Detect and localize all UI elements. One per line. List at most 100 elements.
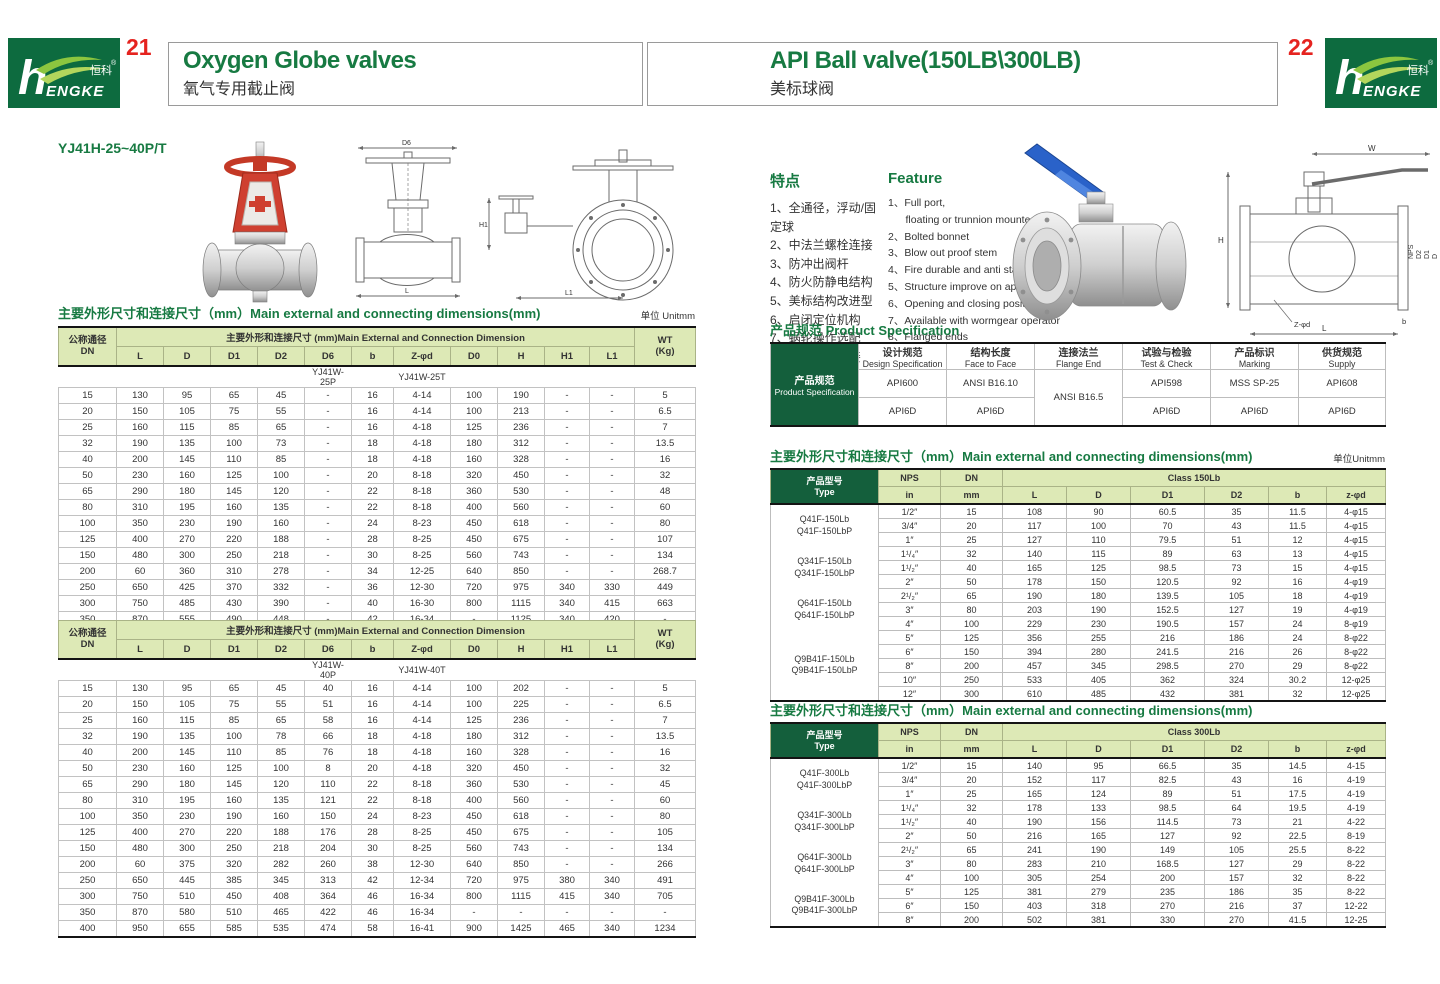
cell: 390 — [257, 595, 305, 612]
cell: 45 — [634, 776, 696, 793]
table-row: 1¹/₂″ 40 165 125 98.5 73 15 4-φ15 — [771, 560, 1386, 575]
cell: 3″ — [878, 602, 941, 617]
model-row: YJ41W-25P YJ41W-25T — [58, 365, 696, 388]
cell: 200 — [940, 912, 1003, 928]
cell: 975 — [497, 872, 545, 889]
model-row: YJ41W-40P YJ41W-40T — [58, 658, 696, 681]
spec-corner: 产品规范 Product Specification — [770, 342, 859, 427]
col-header: D — [163, 639, 211, 660]
cell: 610 — [1002, 686, 1067, 702]
cell: 8-φ22 — [1326, 644, 1386, 659]
cell: 25 — [58, 712, 117, 729]
table-row: Q41F-150Lb Q41F-150LbP 1/2″ 15 108 90 60.5 35 11… — [770, 503, 1386, 547]
table-row: 150 480 300 250 218 204 30 8-25 560 743- -134 — [58, 840, 696, 857]
cell: 160 — [116, 712, 164, 729]
cell: 241 — [1002, 842, 1067, 857]
col-header: D — [1066, 486, 1131, 505]
cell: 618 — [497, 515, 545, 532]
cell: 8-22 — [1326, 870, 1386, 885]
cell: 92 — [1204, 828, 1269, 843]
table-row: Q9B41F-150Lb Q9B41F-150LbP 5″ 125 356 255 216 1… — [770, 630, 1386, 701]
cell: 230 — [163, 808, 211, 825]
cell: 100 — [257, 467, 305, 484]
cell: 18 — [351, 728, 394, 745]
cell: 1/2″ — [878, 503, 941, 519]
cell: 12-22 — [1326, 898, 1386, 913]
cell: 16 — [351, 387, 394, 404]
cell: - — [589, 808, 635, 825]
cell: 150 — [58, 547, 117, 564]
cell: 100 — [257, 760, 305, 777]
cell: 75 — [210, 696, 258, 713]
globe-valve-section-drawing: D6 L — [350, 138, 465, 311]
cell: 350 — [116, 515, 164, 532]
cell: 139.5 — [1130, 588, 1205, 603]
cell: 345 — [257, 872, 305, 889]
cell: 4-φ15 — [1326, 560, 1386, 575]
feature-item: 7、蜗轮操作选配 — [770, 331, 861, 346]
cell: 370 — [210, 579, 258, 596]
cell: - — [450, 904, 498, 921]
cell: - — [589, 499, 635, 516]
cell: 180 — [163, 776, 211, 793]
spec-value: API600 — [858, 369, 947, 398]
cell: 340 — [589, 888, 635, 905]
cell: 28 — [351, 531, 394, 548]
cell: 364 — [304, 888, 352, 905]
cell: 25 — [940, 532, 1003, 547]
table-row: 8″ 200 502 381 330 270 41.5 12-25 — [771, 912, 1386, 928]
cell: 430 — [210, 595, 258, 612]
cell: 975 — [497, 579, 545, 596]
cell: 491 — [634, 872, 696, 889]
cell: 85 — [257, 744, 305, 761]
type-label: Q341F-300Lb Q341F-300LbP — [770, 800, 879, 843]
cell: 340 — [544, 579, 590, 596]
cell: 114.5 — [1130, 814, 1205, 829]
cell: 255 — [1066, 630, 1131, 645]
cell: 270 — [163, 531, 211, 548]
cell: 220 — [210, 824, 258, 841]
cell: 375 — [163, 856, 211, 873]
table-row: 50 230 160 125 100-20 8-18 320 450- -32 — [58, 467, 696, 484]
cell: 204 — [304, 840, 352, 857]
cell: 165 — [1066, 828, 1131, 843]
type-label: Q41F-300Lb Q41F-300LbP — [770, 758, 879, 801]
cell: 16 — [351, 419, 394, 436]
spec-title: 产品规范 Product Specification — [770, 320, 1385, 339]
cell: 340 — [589, 920, 635, 938]
cell: 120 — [257, 776, 305, 793]
col-header: b — [1268, 486, 1327, 505]
cell: 32 — [1268, 870, 1327, 885]
cell: 465 — [257, 904, 305, 921]
cell: 100 — [1066, 518, 1131, 533]
col-header: D1 — [1130, 486, 1205, 505]
cell: 110 — [210, 744, 258, 761]
cell: 270 — [163, 824, 211, 841]
spec-value: ANSI B16.10 — [946, 369, 1035, 398]
logo-cn: 恒科 — [1407, 63, 1429, 77]
dim-label-l: L — [1322, 324, 1327, 333]
cell: 165 — [1002, 560, 1067, 575]
cell: 124 — [1066, 786, 1131, 801]
cell: 394 — [1002, 644, 1067, 659]
cell: - — [589, 387, 635, 404]
cell: 160 — [257, 515, 305, 532]
cell: 168.5 — [1130, 856, 1205, 871]
cell: 18 — [351, 435, 394, 452]
cell: - — [589, 563, 635, 580]
cell: - — [544, 744, 590, 761]
cell: 450 — [497, 467, 545, 484]
hengke-logo-icon: h ENGKE 恒科 ® — [1325, 38, 1437, 108]
cell: 25 — [940, 786, 1003, 801]
cell: 32 — [940, 800, 1003, 815]
cell: 750 — [116, 595, 164, 612]
cell: 60 — [116, 856, 164, 873]
cell: 140 — [1002, 757, 1067, 773]
cell: 24 — [351, 515, 394, 532]
cell: 58 — [304, 712, 352, 729]
col-subheader: mm — [940, 486, 1003, 505]
cell: 230 — [163, 515, 211, 532]
cell: 134 — [634, 547, 696, 564]
cell: 350 — [116, 808, 164, 825]
cell: 100 — [940, 616, 1003, 631]
